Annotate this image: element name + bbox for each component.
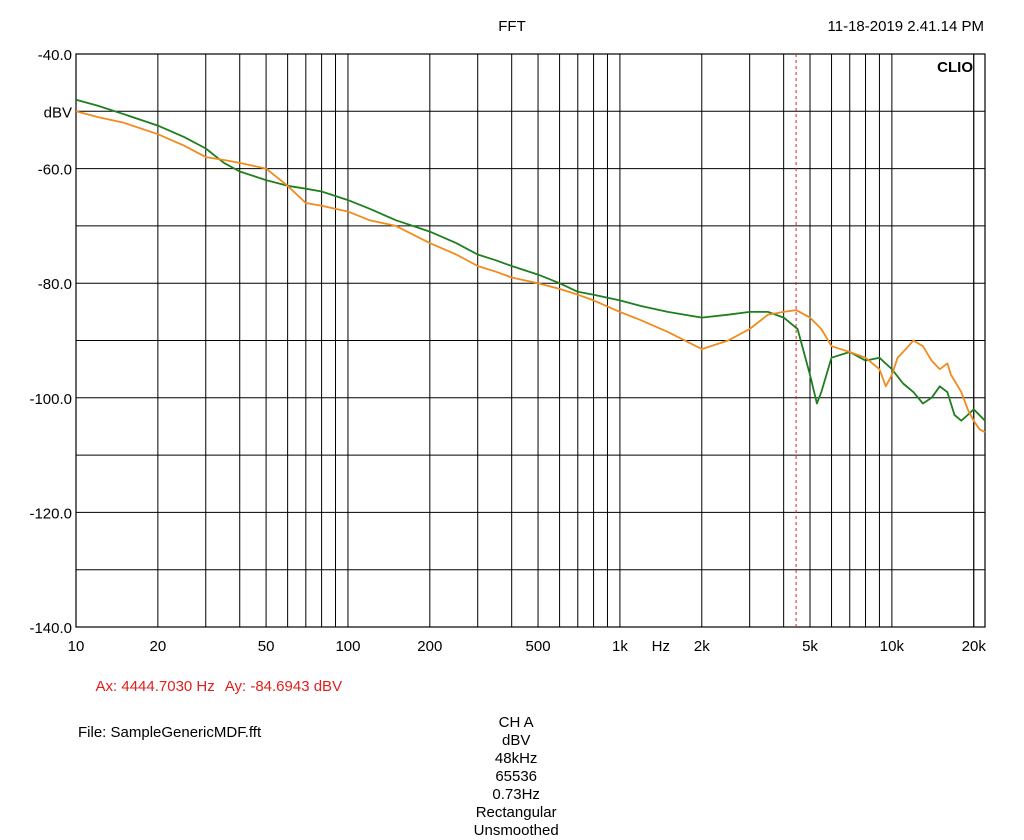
y-tick-label: -100.0 (29, 391, 72, 408)
cursor-y-value: Ay: -84.6943 dBV (224, 678, 343, 695)
x-tick-label: 5k (802, 638, 818, 655)
x-tick-label: 100 (335, 638, 360, 655)
y-tick-label: -40.0 (38, 47, 72, 64)
y-tick-label: -60.0 (38, 162, 72, 179)
fft-chart: 10 20 50 100 200 500 1k 2k 5k 10k 20k Hz -40.0 -60.0 -… (29, 47, 987, 655)
x-tick-label: 20 (150, 638, 167, 655)
y-tick-label: -120.0 (29, 505, 72, 522)
brand-label: CLIO (937, 59, 973, 76)
cursor-readout: Ax: 4444.7030 Hz Ay: -84.6943 dBV (88, 660, 352, 696)
x-tick-label: 10 (68, 638, 85, 655)
settings-sample-rate: 48kHz (494, 750, 538, 767)
y-tick-label: -80.0 (38, 276, 72, 293)
plot-frame (75, 53, 986, 628)
file-name: File: SampleGenericMDF.fft (78, 724, 262, 741)
settings-unit: dBV (501, 732, 531, 749)
measurement-settings: CH A dBV 48kHz 65536 0.73Hz Rectangular … (0, 696, 1024, 840)
series-line-2 (75, 110, 986, 433)
x-axis-unit-label: Hz (652, 638, 670, 655)
settings-resolution: 0.73Hz (492, 786, 540, 803)
x-tick-label: 200 (417, 638, 442, 655)
x-tick-label: 50 (258, 638, 275, 655)
chart-title: FFT (498, 18, 526, 35)
series-line-1 (75, 98, 986, 422)
x-tick-label: 10k (880, 638, 905, 655)
cursor-x-value: Ax: 4444.7030 Hz (95, 678, 215, 695)
x-tick-label: 1k (612, 638, 628, 655)
y-axis-unit-label: dBV (44, 104, 72, 121)
settings-smoothing: Unsmoothed (473, 822, 559, 839)
settings-fft-size: 65536 (495, 768, 538, 785)
settings-channel: CH A (498, 714, 534, 731)
x-tick-label: 500 (526, 638, 551, 655)
timestamp: 11-18-2019 2.41.14 PM (827, 18, 985, 35)
x-tick-label: 2k (694, 638, 710, 655)
settings-window: Rectangular (475, 804, 557, 821)
y-tick-label: -140.0 (29, 620, 72, 637)
x-tick-label: 20k (962, 638, 987, 655)
